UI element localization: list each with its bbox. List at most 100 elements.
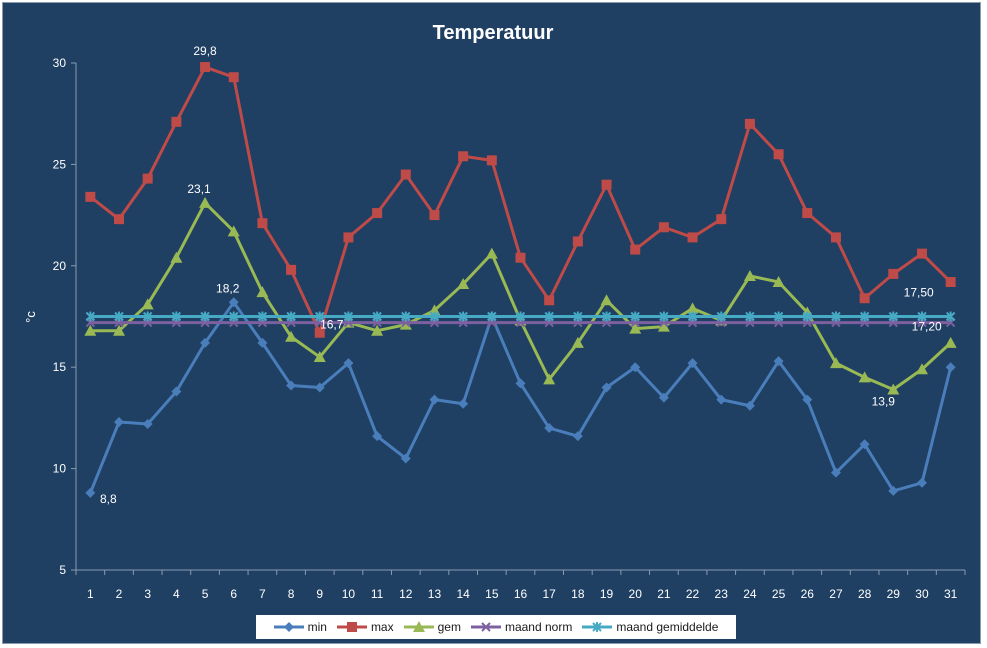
y-axis-label: °c (23, 311, 38, 323)
legend-swatch-gem (403, 621, 434, 632)
min-marker (687, 358, 698, 369)
series-line-gem (90, 201, 952, 392)
max-marker (85, 191, 96, 202)
min-marker (572, 431, 583, 442)
min-marker (171, 386, 182, 397)
max-marker (687, 232, 698, 243)
min-marker (458, 398, 469, 409)
min-marker (372, 431, 383, 442)
legend-label: gem (437, 620, 461, 634)
max-marker (630, 244, 641, 255)
max-marker (888, 268, 899, 279)
max-marker (945, 277, 956, 288)
maand-gemiddelde-marker (773, 311, 784, 322)
max-marker (916, 248, 927, 259)
maand-gemiddelde-marker (802, 311, 812, 322)
maand-gemiddelde-marker (487, 311, 497, 322)
x-tick-label: 8 (288, 587, 295, 601)
min-marker (228, 297, 239, 308)
min-marker (544, 423, 555, 434)
max-marker (400, 169, 411, 180)
legend-item-max: max (336, 620, 394, 634)
gem-marker (227, 225, 240, 237)
gem-marker (485, 247, 498, 259)
legend-label: min (307, 620, 327, 634)
maand-gemiddelde-marker (831, 311, 841, 322)
x-tick-label: 24 (743, 587, 757, 601)
legend-label: maand norm (504, 620, 573, 634)
legend-swatch-min (273, 622, 304, 632)
x-tick-label: 10 (342, 587, 356, 601)
max-marker (716, 214, 727, 225)
x-tick-label: 27 (829, 587, 843, 601)
max-marker (601, 179, 612, 190)
gem-marker (84, 324, 97, 336)
gem-marker (944, 336, 957, 348)
legend-max-marker (346, 622, 357, 632)
maand-gemiddelde-marker (85, 311, 96, 322)
maand-gemiddelde-marker (945, 311, 956, 322)
legend-item-min: min (273, 620, 327, 634)
min-marker (142, 418, 153, 429)
data-label: 17,20 (912, 320, 942, 334)
maand-gemiddelde-marker (716, 311, 726, 322)
max-marker (544, 295, 555, 306)
data-label: 17,50 (904, 286, 934, 300)
max-marker (458, 151, 469, 162)
annotation-layer: 29,8 23,1 18,2 16,7 8,8 13,9 17,50 17,20 (100, 44, 942, 506)
max-marker (200, 62, 211, 73)
maand-gemiddelde-marker (859, 311, 870, 322)
maand-gemiddelde-marker (315, 311, 325, 322)
gem-marker (686, 302, 699, 314)
x-tick-label: 3 (144, 587, 151, 601)
legend-item-maand-norm: maand norm (470, 620, 573, 634)
x-tick-label: 14 (456, 587, 470, 601)
x-tick-label: 5 (202, 587, 209, 601)
gem-marker (285, 330, 298, 342)
max-marker (286, 264, 297, 275)
maand-gemiddelde-marker (888, 311, 899, 322)
gem-marker (543, 373, 556, 385)
y-tick-label: 25 (53, 157, 67, 171)
gem-marker (657, 320, 670, 332)
x-tick-label: 16 (514, 587, 528, 601)
maand-gemiddelde-marker (200, 311, 210, 322)
x-tick-label: 1 (87, 587, 94, 601)
x-tick-label: 19 (600, 587, 614, 601)
x-tick-label: 13 (428, 587, 442, 601)
maand-gemiddelde-marker (687, 311, 698, 322)
max-marker (171, 116, 182, 127)
x-tick-label: 2 (116, 587, 123, 601)
legend-gem-marker (412, 621, 425, 632)
x-tick-label: 22 (686, 587, 700, 601)
max-marker (114, 214, 125, 225)
maand-gemiddelde-marker (142, 311, 153, 322)
gem-marker (915, 363, 928, 375)
gem-marker (858, 371, 871, 383)
x-tick-label: 6 (230, 587, 237, 601)
x-tick-label: 28 (858, 587, 872, 601)
maand-gemiddelde-marker (372, 311, 382, 322)
data-label: 16,7 (320, 318, 344, 332)
gem-marker (313, 351, 326, 363)
x-tick-label: 31 (944, 587, 958, 601)
data-label: 18,2 (216, 281, 240, 295)
min-marker (630, 362, 641, 373)
maand-gemiddelde-marker (917, 311, 927, 322)
max-marker (372, 208, 383, 219)
maand-gemiddelde-marker (343, 311, 354, 322)
min-marker (114, 416, 125, 427)
max-marker (142, 173, 153, 184)
max-marker (802, 208, 813, 219)
maand-gemiddelde-marker (659, 311, 669, 322)
legend-swatch-maand-gemiddelde (582, 622, 613, 632)
min-marker (257, 337, 268, 348)
gem-marker (371, 324, 384, 336)
maand-gemiddelde-marker (458, 311, 468, 322)
data-label: 23,1 (187, 182, 211, 196)
min-marker (314, 382, 325, 393)
min-marker (400, 453, 411, 464)
maand-gemiddelde-marker (573, 311, 583, 322)
